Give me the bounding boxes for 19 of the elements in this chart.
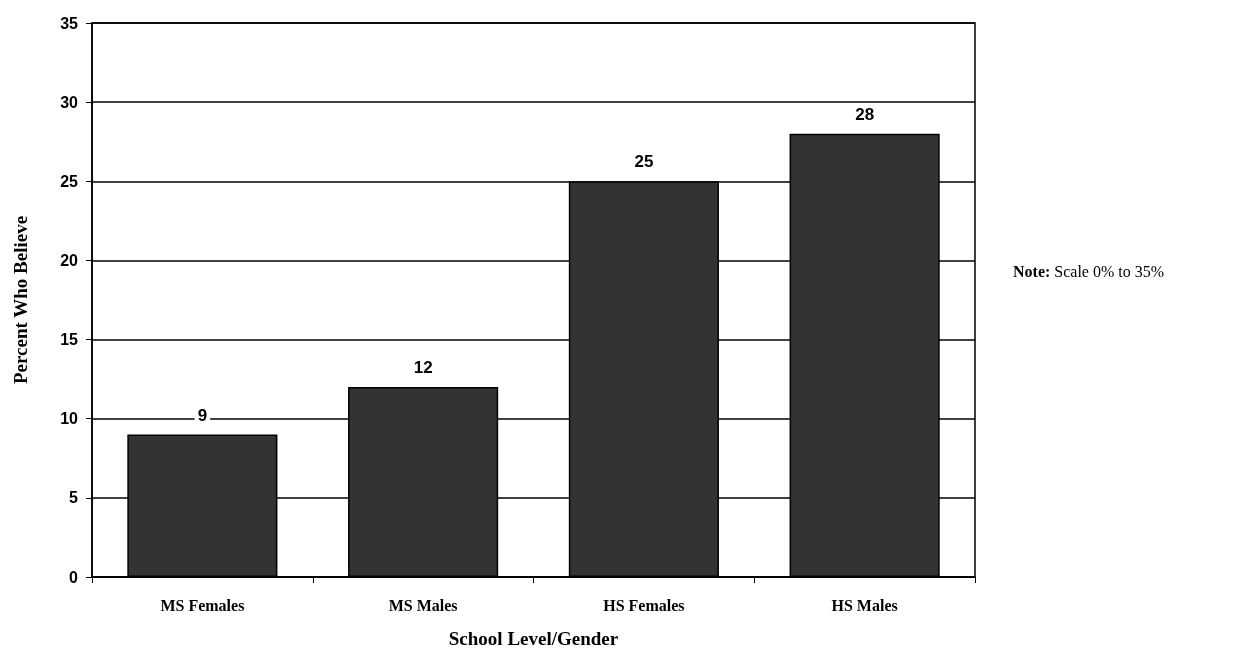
x-axis-title: School Level/Gender (448, 628, 619, 649)
data-label: 28 (855, 104, 875, 124)
data-label: 25 (634, 152, 654, 172)
y-tick-label: 10 (60, 410, 79, 428)
data-label: 9 (197, 405, 208, 425)
y-axis-title: Percent Who Believe (10, 215, 31, 385)
data-label: 12 (413, 358, 433, 378)
y-tick-label: 15 (60, 331, 79, 349)
text: Note: Scale 0% to 35% (1013, 262, 1165, 280)
x-tick-label: MS Males (388, 596, 458, 614)
y-tick-label: 0 (69, 568, 79, 586)
y-tick-label: 30 (60, 93, 79, 111)
y-tick-label: 35 (60, 14, 79, 32)
y-tick-label: 5 (69, 489, 79, 507)
x-tick-label: HS Males (831, 596, 898, 614)
y-tick-label: 20 (60, 251, 79, 269)
y-tick-label: 25 (60, 172, 79, 190)
x-tick-label: MS Females (160, 596, 245, 614)
x-tick-label: HS Females (603, 596, 685, 614)
